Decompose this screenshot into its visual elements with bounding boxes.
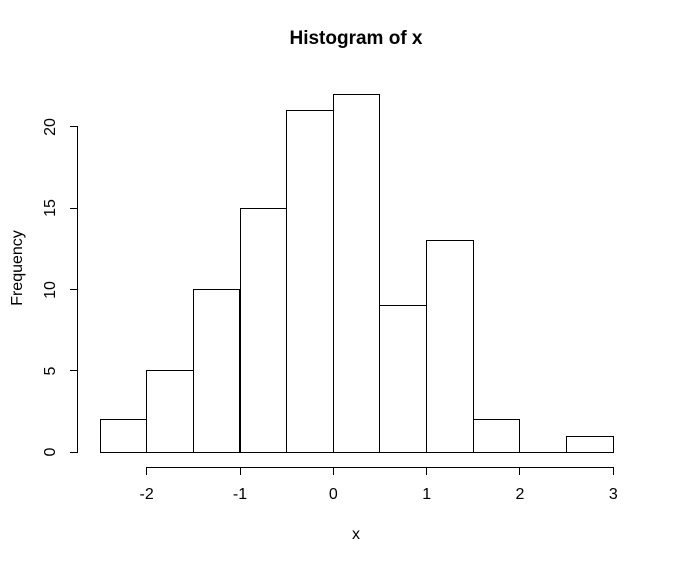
x-tick-label: -1 xyxy=(232,486,248,503)
x-tick-label: 3 xyxy=(608,486,618,503)
x-axis-tick xyxy=(332,467,334,475)
x-axis-label: x xyxy=(352,526,360,543)
histogram-bar xyxy=(239,207,288,453)
chart-title: Histogram of x xyxy=(289,28,423,49)
y-tick-label: 15 xyxy=(42,199,59,217)
x-tick-label: 2 xyxy=(515,486,525,503)
x-axis-tick xyxy=(519,467,521,475)
histogram-bar xyxy=(99,419,148,453)
y-axis-tick xyxy=(69,451,78,453)
x-tick-label: 0 xyxy=(328,486,338,503)
histogram-bar xyxy=(566,435,614,453)
histogram-bar xyxy=(379,305,428,453)
y-tick-label: 10 xyxy=(42,280,59,299)
y-tick-label: 20 xyxy=(42,117,59,136)
x-tick-label: 1 xyxy=(422,486,432,503)
histogram-bar xyxy=(286,109,334,453)
y-tick-label: 5 xyxy=(42,366,59,376)
x-axis-tick xyxy=(426,467,428,475)
x-axis-line xyxy=(146,467,614,468)
x-axis-tick xyxy=(612,467,614,475)
x-axis-tick xyxy=(239,467,241,475)
histogram-bar xyxy=(426,240,474,453)
y-axis-tick xyxy=(69,289,78,290)
histogram-bar xyxy=(192,289,241,453)
histogram-bar xyxy=(472,419,521,453)
y-axis-tick xyxy=(69,207,78,209)
histogram-bar xyxy=(146,370,194,453)
x-axis-tick xyxy=(146,467,148,475)
y-axis-tick xyxy=(69,370,78,372)
y-tick-label: 0 xyxy=(42,447,59,457)
y-axis-label: Frequency xyxy=(9,230,26,306)
histogram-bar xyxy=(332,93,381,453)
x-tick-label: -2 xyxy=(139,486,154,503)
y-axis-tick xyxy=(69,126,78,128)
